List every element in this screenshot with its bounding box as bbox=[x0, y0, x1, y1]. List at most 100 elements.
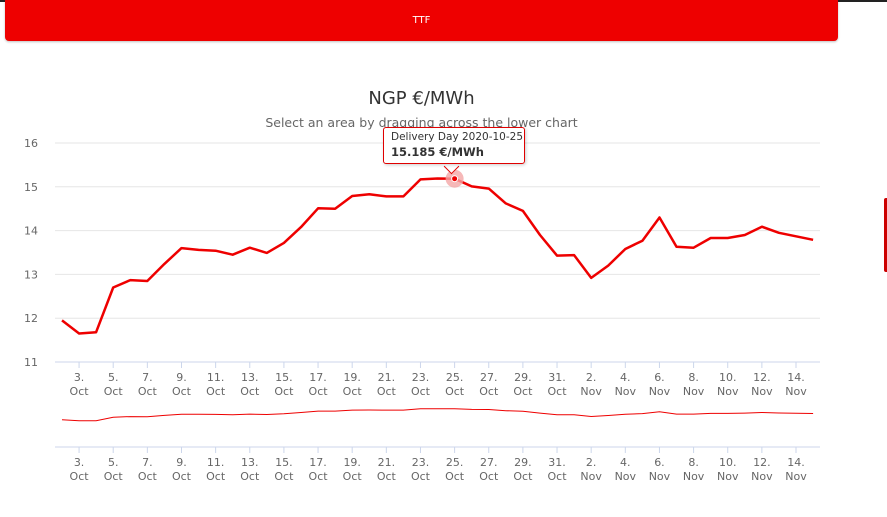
x-tick-day: 17. bbox=[309, 456, 327, 469]
x-tick-month: Oct bbox=[479, 470, 499, 483]
x-tick-day: 14. bbox=[787, 456, 805, 469]
x-tick-month: Oct bbox=[513, 385, 533, 398]
x-tick-day: 8. bbox=[688, 371, 699, 384]
y-tick-label: 12 bbox=[24, 312, 38, 325]
x-tick-month: Nov bbox=[649, 385, 671, 398]
tooltip-value: 15.185 €/MWh bbox=[391, 145, 484, 159]
x-tick-month: Oct bbox=[445, 385, 465, 398]
x-tick-day: 27. bbox=[480, 371, 498, 384]
tooltip: Delivery Day 2020-10-25 15.185 €/MWh bbox=[383, 127, 525, 164]
x-tick-month: Oct bbox=[513, 470, 533, 483]
x-tick-day: 5. bbox=[108, 371, 119, 384]
x-tick-month: Oct bbox=[104, 470, 124, 483]
x-tick-day: 5. bbox=[108, 456, 119, 469]
x-tick-day: 3. bbox=[74, 371, 85, 384]
x-tick-month: Oct bbox=[240, 385, 260, 398]
x-tick-month: Oct bbox=[548, 385, 568, 398]
x-tick-month: Oct bbox=[104, 385, 124, 398]
x-tick-day: 13. bbox=[241, 371, 259, 384]
x-tick-month: Oct bbox=[411, 470, 431, 483]
x-tick-day: 23. bbox=[412, 371, 430, 384]
x-tick-day: 4. bbox=[620, 456, 631, 469]
x-tick-day: 6. bbox=[654, 371, 665, 384]
x-tick-day: 9. bbox=[176, 371, 187, 384]
x-tick-day: 10. bbox=[719, 371, 737, 384]
x-tick-day: 27. bbox=[480, 456, 498, 469]
series-line bbox=[61, 177, 814, 335]
x-tick-day: 12. bbox=[753, 371, 771, 384]
x-tick-month: Oct bbox=[206, 470, 226, 483]
x-tick-day: 21. bbox=[378, 456, 396, 469]
x-tick-day: 12. bbox=[753, 456, 771, 469]
x-tick-day: 7. bbox=[142, 371, 153, 384]
tooltip-label: Delivery Day 2020-10-25 bbox=[391, 131, 524, 143]
x-tick-month: Oct bbox=[377, 470, 397, 483]
x-tick-day: 23. bbox=[412, 456, 430, 469]
x-tick-month: Oct bbox=[206, 385, 226, 398]
x-tick-month: Nov bbox=[615, 470, 637, 483]
x-tick-month: Nov bbox=[751, 470, 773, 483]
x-tick-day: 25. bbox=[446, 456, 464, 469]
x-tick-day: 7. bbox=[142, 456, 153, 469]
y-tick-label: 13 bbox=[24, 268, 38, 281]
chart-subtitle: Select an area by dragging across the lo… bbox=[265, 115, 578, 130]
x-tick-month: Oct bbox=[70, 470, 90, 483]
x-tick-month: Oct bbox=[274, 470, 294, 483]
x-tick-month: Oct bbox=[411, 385, 431, 398]
x-tick-day: 29. bbox=[514, 456, 532, 469]
x-tick-month: Oct bbox=[138, 385, 158, 398]
x-tick-month: Oct bbox=[274, 385, 294, 398]
x-tick-month: Oct bbox=[548, 470, 568, 483]
x-tick-day: 15. bbox=[275, 371, 293, 384]
y-tick-label: 14 bbox=[24, 225, 38, 238]
x-tick-day: 17. bbox=[309, 371, 327, 384]
x-tick-month: Oct bbox=[309, 385, 329, 398]
navigator-series-line bbox=[61, 408, 814, 422]
y-tick-label: 15 bbox=[24, 181, 38, 194]
x-tick-day: 25. bbox=[446, 371, 464, 384]
x-tick-day: 6. bbox=[654, 456, 665, 469]
x-tick-month: Oct bbox=[70, 385, 90, 398]
x-tick-day: 31. bbox=[548, 371, 566, 384]
x-tick-month: Oct bbox=[445, 470, 465, 483]
x-tick-day: 9. bbox=[176, 456, 187, 469]
x-tick-day: 3. bbox=[74, 456, 85, 469]
x-tick-month: Oct bbox=[343, 385, 363, 398]
x-tick-day: 11. bbox=[207, 371, 225, 384]
x-tick-day: 19. bbox=[343, 456, 361, 469]
hover-point bbox=[451, 175, 459, 183]
x-tick-day: 2. bbox=[586, 456, 597, 469]
x-tick-month: Nov bbox=[615, 385, 637, 398]
x-tick-month: Nov bbox=[751, 385, 773, 398]
x-tick-day: 2. bbox=[586, 371, 597, 384]
x-tick-month: Oct bbox=[479, 385, 499, 398]
x-tick-day: 10. bbox=[719, 456, 737, 469]
side-tab-edge[interactable] bbox=[884, 198, 887, 272]
x-tick-day: 19. bbox=[343, 371, 361, 384]
x-tick-month: Nov bbox=[683, 470, 705, 483]
x-tick-month: Oct bbox=[343, 470, 363, 483]
x-tick-day: 31. bbox=[548, 456, 566, 469]
x-tick-day: 29. bbox=[514, 371, 532, 384]
x-tick-month: Nov bbox=[683, 385, 705, 398]
x-tick-day: 11. bbox=[207, 456, 225, 469]
ttf-button[interactable]: TTF bbox=[5, 0, 838, 41]
ttf-button-label: TTF bbox=[412, 15, 431, 26]
x-tick-month: Nov bbox=[649, 470, 671, 483]
x-tick-day: 21. bbox=[378, 371, 396, 384]
x-tick-month: Oct bbox=[309, 470, 329, 483]
x-tick-day: 4. bbox=[620, 371, 631, 384]
x-tick-day: 8. bbox=[688, 456, 699, 469]
x-tick-month: Oct bbox=[172, 385, 192, 398]
x-tick-month: Nov bbox=[785, 385, 807, 398]
x-tick-month: Nov bbox=[580, 385, 602, 398]
y-tick-label: 16 bbox=[24, 137, 38, 150]
x-tick-day: 13. bbox=[241, 456, 259, 469]
chart-title: NGP €/MWh bbox=[368, 88, 475, 109]
y-tick-label: 11 bbox=[24, 356, 38, 369]
x-tick-month: Nov bbox=[717, 385, 739, 398]
x-tick-month: Nov bbox=[580, 470, 602, 483]
x-tick-month: Oct bbox=[172, 470, 192, 483]
x-tick-day: 14. bbox=[787, 371, 805, 384]
